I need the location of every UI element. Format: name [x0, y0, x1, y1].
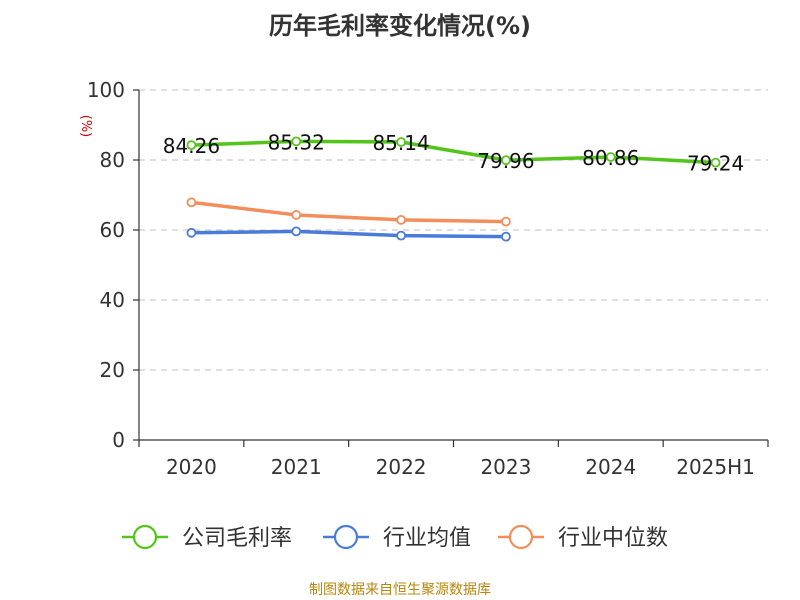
legend: 公司毛利率 行业均值 行业中位数 [122, 524, 668, 551]
y-tick-label: 20 [100, 358, 125, 382]
x-tick-label: 2022 [376, 455, 427, 479]
data-point [291, 136, 302, 147]
data-point [291, 210, 302, 220]
data-point [186, 140, 197, 150]
data-label: 85.14 [372, 131, 429, 155]
data-labels: 84.26 85.32 85.14 79.96 80.86 79.24 [163, 130, 744, 175]
data-label: 84.26 [163, 134, 220, 158]
legend-marker [132, 524, 158, 550]
x-tick-label: 2021 [271, 455, 322, 479]
data-point [186, 197, 197, 208]
series-line [189, 229, 508, 239]
data-label: 85.32 [268, 130, 325, 154]
legend-label: 公司毛利率 [182, 526, 292, 551]
data-point [396, 137, 406, 147]
data-point [501, 155, 511, 166]
data-label: 79.24 [687, 152, 744, 176]
data-label: 79.96 [477, 149, 534, 173]
legend-marker [333, 524, 359, 550]
data-point [396, 230, 406, 241]
data-point [396, 214, 406, 225]
data-point [710, 157, 721, 168]
series-lines [186, 136, 721, 242]
series-line [189, 200, 508, 224]
x-tick-label: 2024 [585, 455, 636, 479]
source-note: 制图数据来自恒生聚源数据库 [309, 582, 491, 598]
data-point [501, 216, 511, 227]
axes: 0 20 40 60 80 100 2020 2021 2022 2023 2024 2025H1 [87, 78, 769, 479]
data-point [291, 226, 302, 237]
x-tick-label: 2020 [166, 455, 217, 479]
data-point [605, 152, 616, 162]
y-tick-label: 60 [100, 218, 125, 242]
legend-marker [508, 524, 534, 550]
legend-label: 行业中位数 [558, 526, 668, 551]
legend-label: 行业均值 [383, 526, 471, 551]
data-point [501, 231, 511, 242]
x-tick-label: 2025H1 [676, 455, 755, 479]
y-tick-label: 0 [112, 428, 125, 452]
y-axis-label: (%) [78, 115, 93, 138]
y-tick-label: 100 [87, 78, 125, 102]
grid-lines [139, 89, 768, 371]
chart-title: 历年毛利率变化情况(%) [269, 12, 531, 40]
data-label: 80.86 [582, 146, 639, 170]
series-line [189, 139, 718, 165]
data-point [186, 227, 197, 238]
x-tick-label: 2023 [480, 455, 531, 479]
y-tick-label: 40 [100, 288, 125, 312]
y-tick-label: 80 [100, 148, 125, 172]
